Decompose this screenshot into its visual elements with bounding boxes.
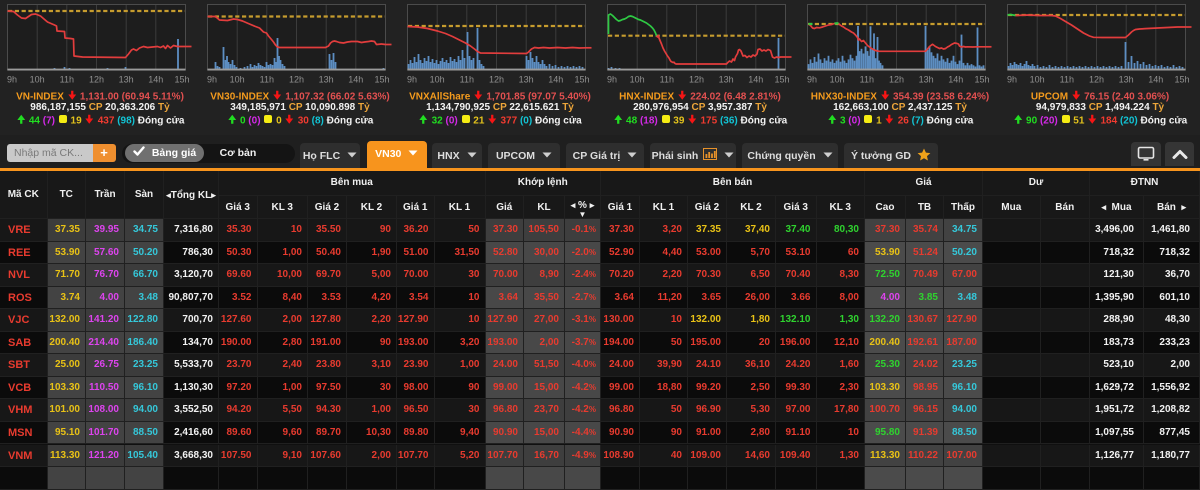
svg-text:13h: 13h: [719, 75, 734, 85]
svg-text:9h: 9h: [607, 75, 617, 85]
svg-text:10h: 10h: [630, 75, 645, 85]
svg-text:9h: 9h: [207, 75, 217, 85]
svg-text:15h: 15h: [774, 75, 789, 85]
svg-text:13h: 13h: [1119, 75, 1134, 85]
svg-text:10h: 10h: [830, 75, 845, 85]
svg-text:10h: 10h: [1030, 75, 1045, 85]
svg-text:15h: 15h: [1174, 75, 1189, 85]
svg-text:14h: 14h: [548, 75, 563, 85]
svg-text:13h: 13h: [119, 75, 134, 85]
svg-text:12h: 12h: [889, 75, 904, 85]
svg-text:11h: 11h: [260, 75, 274, 85]
svg-text:14h: 14h: [1148, 75, 1163, 85]
svg-text:15h: 15h: [374, 75, 389, 85]
svg-text:14h: 14h: [948, 75, 963, 85]
svg-text:10h: 10h: [30, 75, 45, 85]
svg-text:12h: 12h: [89, 75, 104, 85]
svg-text:11h: 11h: [60, 75, 74, 85]
svg-text:15h: 15h: [174, 75, 189, 85]
svg-text:14h: 14h: [348, 75, 363, 85]
svg-text:13h: 13h: [919, 75, 934, 85]
svg-text:12h: 12h: [1089, 75, 1104, 85]
svg-text:11h: 11h: [1060, 75, 1074, 85]
svg-text:14h: 14h: [748, 75, 763, 85]
svg-text:12h: 12h: [689, 75, 704, 85]
svg-text:14h: 14h: [148, 75, 163, 85]
svg-text:15h: 15h: [574, 75, 589, 85]
svg-text:9h: 9h: [1007, 75, 1017, 85]
svg-text:9h: 9h: [7, 75, 17, 85]
svg-text:15h: 15h: [974, 75, 989, 85]
svg-text:12h: 12h: [489, 75, 504, 85]
svg-text:10h: 10h: [430, 75, 445, 85]
svg-text:11h: 11h: [460, 75, 474, 85]
svg-text:9h: 9h: [407, 75, 417, 85]
svg-text:9h: 9h: [807, 75, 817, 85]
svg-text:13h: 13h: [319, 75, 334, 85]
svg-text:11h: 11h: [860, 75, 874, 85]
svg-text:13h: 13h: [519, 75, 534, 85]
svg-text:10h: 10h: [230, 75, 245, 85]
svg-text:11h: 11h: [660, 75, 674, 85]
svg-text:12h: 12h: [289, 75, 304, 85]
